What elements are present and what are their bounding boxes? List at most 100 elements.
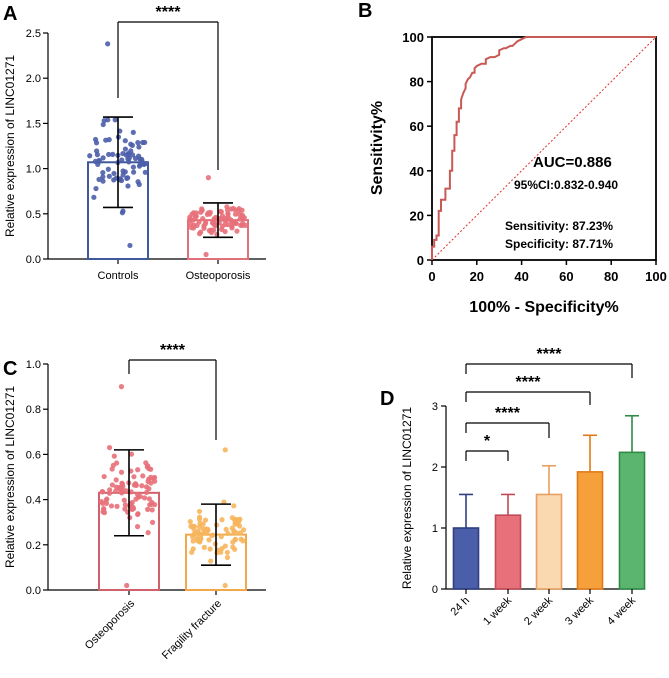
data-point bbox=[203, 530, 209, 536]
x-tick-label: 0 bbox=[428, 269, 435, 284]
x-tick-label: 60 bbox=[559, 269, 573, 284]
data-point bbox=[101, 510, 108, 516]
data-point bbox=[201, 544, 207, 550]
bar bbox=[535, 493, 563, 590]
data-point bbox=[103, 500, 110, 506]
data-point bbox=[198, 229, 204, 235]
panel-label-c: C bbox=[3, 358, 17, 380]
x-tick-label: 2 week bbox=[522, 594, 555, 627]
data-point bbox=[113, 484, 119, 490]
data-point bbox=[233, 530, 240, 536]
data-point bbox=[119, 210, 126, 216]
data-point bbox=[106, 490, 113, 496]
y-tick-label: 0.6 bbox=[26, 449, 41, 461]
data-point bbox=[112, 488, 119, 494]
data-point bbox=[225, 211, 231, 217]
x-tick-label: 100 bbox=[645, 269, 667, 284]
x-axis-title: 100% - Specificity% bbox=[469, 299, 618, 316]
data-point bbox=[232, 211, 239, 217]
data-point bbox=[189, 549, 195, 555]
y-tick-label: 2.5 bbox=[26, 28, 41, 40]
data-point bbox=[100, 178, 106, 184]
data-point bbox=[122, 502, 128, 508]
data-point bbox=[137, 162, 143, 168]
x-tick-label: 24 h bbox=[448, 595, 472, 619]
data-point bbox=[110, 151, 116, 157]
data-point bbox=[96, 158, 103, 164]
data-point bbox=[141, 495, 148, 501]
data-point bbox=[190, 538, 196, 544]
data-point bbox=[239, 212, 246, 218]
chart-b: 0 20 40 60 80 100 0 20 40 60 80 100 100% - Specifici… bbox=[369, 30, 667, 316]
data-point bbox=[125, 183, 131, 189]
data-point bbox=[100, 169, 106, 176]
data-point bbox=[125, 175, 131, 181]
data-point bbox=[91, 194, 97, 200]
y-tick-label: 2.0 bbox=[26, 73, 41, 85]
roc-curve bbox=[431, 36, 656, 260]
data-point bbox=[117, 176, 123, 182]
data-point bbox=[134, 524, 141, 530]
data-point bbox=[140, 473, 146, 479]
data-point bbox=[222, 582, 228, 589]
data-point bbox=[199, 206, 205, 212]
data-point bbox=[210, 219, 216, 225]
data-point bbox=[104, 496, 110, 502]
data-point bbox=[196, 514, 203, 520]
significance-label: **** bbox=[160, 342, 186, 359]
data-point bbox=[236, 206, 242, 212]
data-point bbox=[229, 525, 235, 531]
comparison-label: **** bbox=[516, 374, 542, 391]
data-point bbox=[106, 173, 112, 179]
y-axis-title: Relative expression of LINC01271 bbox=[400, 407, 414, 589]
data-point bbox=[105, 41, 111, 47]
data-point bbox=[135, 511, 141, 518]
data-point bbox=[224, 204, 230, 210]
data-point bbox=[131, 169, 137, 175]
y-tick-label: 3 bbox=[432, 401, 438, 413]
y-tick-label: 1.5 bbox=[26, 118, 41, 130]
data-point bbox=[142, 169, 148, 175]
data-point bbox=[151, 474, 158, 481]
panel-label-a: A bbox=[3, 3, 17, 25]
data-point bbox=[146, 466, 152, 472]
data-point bbox=[207, 546, 213, 552]
data-point bbox=[106, 151, 112, 158]
significance-label: **** bbox=[156, 4, 182, 21]
data-point bbox=[145, 478, 151, 485]
data-point bbox=[103, 137, 109, 143]
data-point bbox=[214, 550, 220, 556]
data-point bbox=[94, 152, 101, 158]
y-axis-title: Relative expression of LINC01271 bbox=[3, 55, 17, 237]
data-point bbox=[145, 506, 151, 512]
ci-annotation: 95%CI:0.832-0.940 bbox=[514, 178, 618, 192]
data-point bbox=[207, 209, 213, 216]
data-point bbox=[196, 508, 203, 515]
data-point bbox=[100, 155, 106, 161]
data-point bbox=[237, 530, 244, 536]
panel-label-b: B bbox=[358, 0, 372, 22]
data-point bbox=[126, 159, 132, 165]
data-point bbox=[87, 153, 93, 159]
data-point bbox=[198, 531, 205, 538]
y-tick-label: 2 bbox=[432, 462, 438, 474]
y-tick-label: 0.5 bbox=[26, 209, 41, 221]
data-point bbox=[225, 221, 231, 228]
data-point bbox=[93, 140, 100, 146]
data-point bbox=[109, 482, 115, 488]
data-point bbox=[135, 467, 141, 473]
data-point bbox=[100, 174, 106, 180]
chart-a: 0.0 0.5 1.0 1.5 2.0 2.5 Relative expression of… bbox=[3, 4, 266, 282]
x-tick-label: Osteoporosis bbox=[83, 597, 138, 652]
data-point bbox=[218, 226, 225, 233]
x-tick-label: Osteoporosis bbox=[186, 270, 251, 282]
data-point bbox=[240, 538, 246, 544]
y-axis-title: Sensitivity% bbox=[369, 101, 386, 195]
data-point bbox=[219, 517, 225, 523]
y-tick-label: 1.0 bbox=[26, 359, 41, 371]
data-point bbox=[120, 150, 126, 157]
data-point bbox=[100, 489, 106, 495]
data-point bbox=[122, 506, 128, 512]
data-point bbox=[152, 478, 158, 484]
x-tick-label: 80 bbox=[604, 269, 618, 284]
